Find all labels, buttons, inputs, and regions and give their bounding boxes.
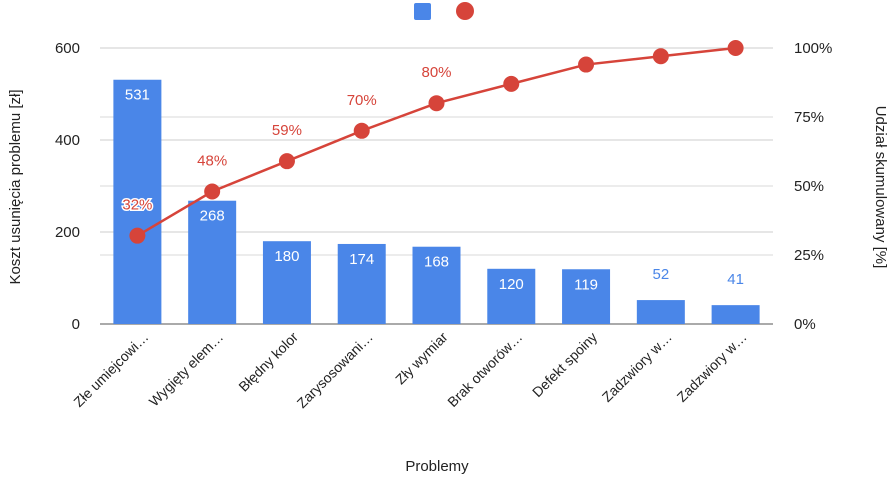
bar	[262, 241, 311, 324]
y2-tick-label: 100%	[794, 40, 832, 57]
y-tick-label: 600	[55, 40, 80, 57]
bar	[636, 300, 685, 324]
category-axis-ticks: Złe umiejcowi…Wygięty elem… Błędny kolorZ…	[70, 329, 749, 412]
cumulative-data-label: 32%	[122, 197, 152, 214]
y2-tick-label: 0%	[794, 316, 816, 333]
y2-tick-label: 50%	[794, 178, 824, 195]
cumulative-point	[129, 227, 146, 244]
bar-data-label: 120	[499, 276, 524, 293]
category-tick-label: Zarysosowani…	[294, 329, 376, 411]
y-tick-label: 0	[72, 316, 80, 333]
y-tick-label: 200	[55, 224, 80, 241]
y2-axis-title: Udział skumulowany [%]	[872, 106, 889, 269]
x-axis-title: Problemy	[405, 458, 469, 475]
bar-data-label: 119	[574, 276, 598, 293]
cumulative-point	[428, 95, 445, 112]
bar-data-label: 268	[200, 208, 225, 225]
bar	[562, 269, 611, 324]
y-tick-label: 400	[55, 132, 80, 149]
category-tick-label: Brak otworów…	[444, 329, 525, 410]
legend	[414, 2, 474, 20]
cumulative-point	[278, 153, 295, 170]
cumulative-line-series	[129, 40, 744, 244]
cumulative-data-label: 48%	[197, 153, 227, 170]
left-axis-ticks: 0 200 400 600	[55, 40, 80, 333]
legend-line-swatch	[456, 2, 474, 20]
cumulative-point	[503, 75, 520, 92]
bar-series	[113, 79, 760, 325]
category-tick-label: Defekt spoiny	[529, 329, 600, 400]
bar-data-label: 41	[727, 271, 744, 288]
category-tick-label: Wygięty elem…	[146, 329, 227, 410]
right-axis-ticks: 0% 25% 50% 75% 100%	[794, 40, 832, 333]
cumulative-data-label: 80%	[421, 64, 451, 81]
y-axis-title: Koszt usunięcia problemu [zł]	[7, 89, 24, 284]
cumulative-point	[727, 40, 744, 56]
cumulative-point	[204, 183, 221, 200]
cumulative-data-label: 70%	[347, 92, 377, 109]
category-tick-label: Złe umiejcowi…	[70, 329, 151, 410]
bar-data-label: 168	[424, 254, 449, 271]
bar	[188, 200, 237, 324]
category-tick-label: Zadzwiory w…	[674, 329, 750, 405]
cumulative-data-labels: 32% 48% 59% 70% 80%	[121, 64, 452, 215]
bar-data-labels: 531 268 180 174 168 120 119 52 41	[125, 87, 744, 294]
category-tick-label: Zadzwiory w…	[599, 329, 675, 405]
y2-tick-label: 75%	[794, 109, 824, 126]
bar	[711, 305, 760, 324]
cumulative-point	[578, 56, 595, 73]
bar-data-label: 180	[274, 248, 299, 265]
y2-tick-label: 25%	[794, 247, 824, 264]
bar-data-label: 174	[349, 251, 374, 268]
cumulative-data-label: 59%	[272, 122, 302, 139]
category-tick-label: Błędny kolor	[235, 329, 301, 395]
cumulative-point	[353, 122, 370, 139]
bar	[487, 268, 536, 324]
bar	[113, 79, 162, 325]
bar-data-label: 531	[125, 87, 150, 104]
bar-data-label: 52	[652, 266, 669, 283]
category-tick-label: Zły wymiar	[392, 329, 451, 388]
bar	[337, 243, 386, 324]
legend-bar-swatch	[414, 3, 431, 20]
bar	[412, 246, 461, 324]
cumulative-point	[652, 48, 669, 65]
